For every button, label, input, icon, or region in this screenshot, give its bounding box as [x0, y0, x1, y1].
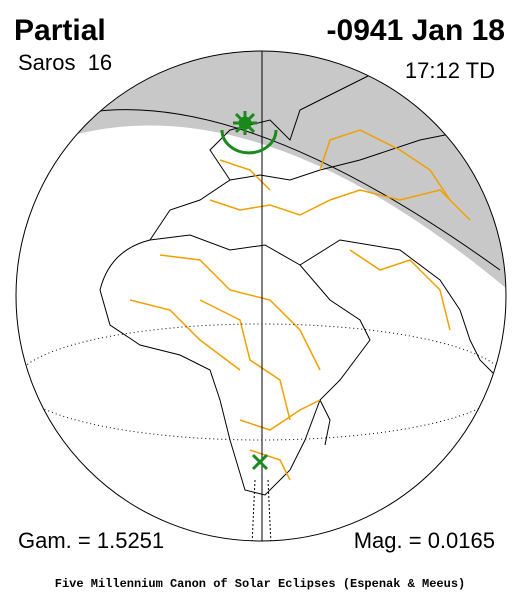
subsolar-marker	[251, 453, 269, 471]
meridian-dash	[267, 479, 272, 541]
globe-outline	[15, 50, 507, 542]
credit: Five Millennium Canon of Solar Eclipses …	[55, 577, 465, 591]
magnitude: Mag. = 0.0165	[354, 528, 495, 553]
gamma: Gam. = 1.5251	[18, 528, 164, 553]
meridian-dash	[251, 479, 256, 541]
eclipse-type: Partial	[14, 14, 106, 47]
borders	[129, 129, 471, 481]
saros: Saros 16	[18, 50, 112, 75]
eclipse-date: -0941 Jan 18	[327, 14, 505, 47]
greatest-eclipse-marker	[220, 111, 278, 155]
time: 17:12 TD	[405, 58, 495, 83]
coastlines	[99, 59, 501, 496]
